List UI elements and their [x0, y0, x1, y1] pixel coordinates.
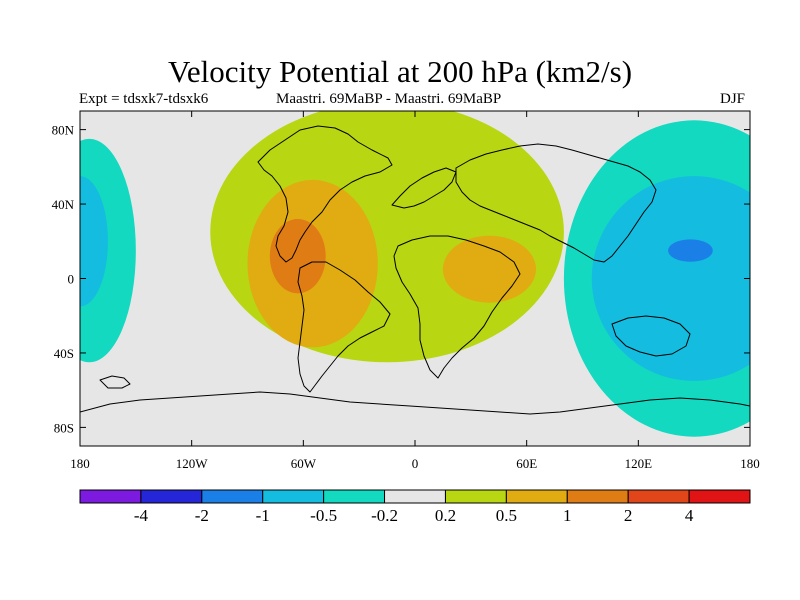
colorbar-label: -0.2 [371, 506, 398, 525]
contour-region-7 [269, 218, 326, 294]
y-axis: 80N 40N 0 40S 80S [52, 123, 750, 435]
contour-region-8 [668, 239, 713, 262]
colorbar-label: -1 [256, 506, 270, 525]
y-tick-label: 40N [52, 197, 75, 212]
colorbar-box [444, 489, 507, 504]
colorbar-box [384, 489, 446, 504]
map-plot-area [80, 111, 750, 446]
colorbar-label: 2 [624, 506, 633, 525]
coastline-island-west [99, 375, 131, 389]
x-tick-label: 60W [291, 456, 317, 471]
colorbar: -4 -2 -1 -0.5 -0.2 0.2 0.5 1 2 4 [79, 489, 751, 525]
coastlines [80, 125, 750, 415]
left-string: Expt = tdsxk7-tdsxk6 [79, 91, 209, 107]
y-tick-label: 80S [54, 420, 74, 435]
coastline-south-america [297, 261, 391, 393]
season-label: DJF [720, 91, 746, 107]
x-tick-label: 120E [625, 456, 653, 471]
colorbar-label: 1 [563, 506, 572, 525]
coastline-australia [611, 315, 691, 357]
y-tick-label: 40S [54, 346, 74, 361]
colorbar-box [323, 489, 386, 504]
contour-fill-layer [80, 111, 750, 437]
coastline-north-america [257, 125, 393, 263]
colorbar-box [140, 489, 203, 504]
x-tick-label: 120W [176, 456, 209, 471]
colorbar-box [688, 489, 751, 504]
contour-region-6 [80, 176, 108, 307]
x-tick-label: 60E [516, 456, 537, 471]
y-tick-label: 0 [68, 272, 75, 287]
colorbar-label: 4 [685, 506, 694, 525]
x-tick-label: 180 [740, 456, 760, 471]
coastline-asia [455, 143, 657, 263]
colorbar-box [201, 489, 264, 504]
colorbar-box [627, 489, 690, 504]
colorbar-label: 0.2 [435, 506, 456, 525]
colorbar-box [79, 489, 142, 504]
colorbar-box [262, 489, 325, 504]
coastline-europe [391, 167, 457, 209]
colorbar-label: -4 [134, 506, 149, 525]
center-string: Maastri. 69MaBP - Maastri. 69MaBP [276, 91, 502, 107]
chart-title: Velocity Potential at 200 hPa (km2/s) [167, 54, 633, 89]
x-tick-label: 180 [70, 456, 90, 471]
y-tick-label: 80N [52, 123, 75, 138]
colorbar-label: -0.5 [310, 506, 337, 525]
x-axis: 180 120W 60W 0 60E 120E 180 [70, 111, 760, 471]
colorbar-label: -2 [195, 506, 209, 525]
colorbar-label: 0.5 [496, 506, 517, 525]
contour-region-5 [591, 176, 750, 381]
colorbar-box [566, 489, 629, 504]
colorbar-box [505, 489, 568, 504]
coastline-antarctica [80, 391, 750, 415]
x-tick-label: 0 [412, 456, 419, 471]
coastline-africa [393, 235, 521, 379]
contour-region-4 [442, 235, 536, 303]
